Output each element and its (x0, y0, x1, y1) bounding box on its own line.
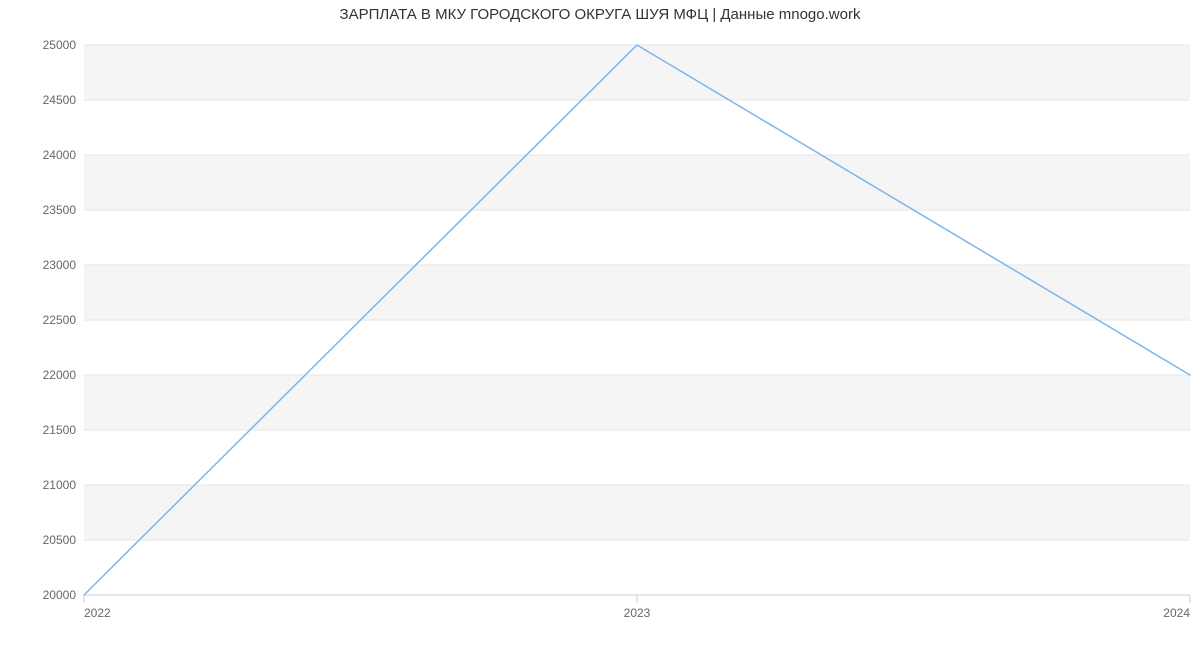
y-tick-label: 20500 (43, 533, 77, 547)
y-tick-label: 20000 (43, 588, 77, 602)
y-tick-label: 25000 (43, 38, 77, 52)
plot-band (84, 540, 1190, 595)
y-tick-label: 24500 (43, 93, 77, 107)
plot-band (84, 320, 1190, 375)
plot-band (84, 210, 1190, 265)
chart-container: ЗАРПЛАТА В МКУ ГОРОДСКОГО ОКРУГА ШУЯ МФЦ… (0, 0, 1200, 650)
plot-band (84, 100, 1190, 155)
x-tick-label: 2024 (1163, 606, 1190, 620)
y-tick-label: 23500 (43, 203, 77, 217)
plot-band (84, 430, 1190, 485)
plot-band (84, 375, 1190, 430)
plot-band (84, 45, 1190, 100)
y-tick-label: 21000 (43, 478, 77, 492)
y-tick-label: 24000 (43, 148, 77, 162)
plot-band (84, 265, 1190, 320)
y-tick-label: 21500 (43, 423, 77, 437)
plot-band (84, 485, 1190, 540)
chart-svg: 20000 20500 21000 21500 22000 22500 23000 23500… (0, 0, 1200, 650)
y-tick-label: 23000 (43, 258, 77, 272)
x-tick-label: 2023 (624, 606, 651, 620)
x-tick-label: 2022 (84, 606, 111, 620)
y-tick-label: 22500 (43, 313, 77, 327)
y-tick-label: 22000 (43, 368, 77, 382)
plot-band (84, 155, 1190, 210)
